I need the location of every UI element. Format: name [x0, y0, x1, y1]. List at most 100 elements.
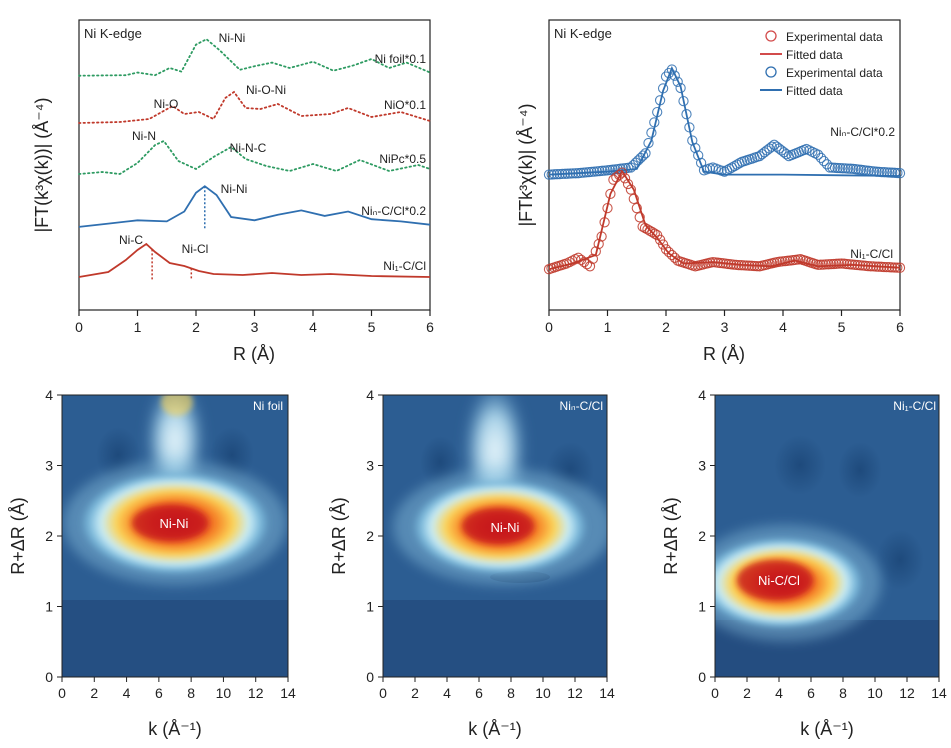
panel-a-series-line: [78, 242, 431, 278]
panel-b-experimental-point: [824, 162, 835, 173]
x-tick-label: 14: [280, 685, 296, 701]
panel-b-experimental-point: [666, 64, 678, 75]
panel-a-y-label: |FT(k³χ(k))| (Å⁻⁴): [32, 98, 52, 233]
legend-label: Experimental data: [786, 30, 883, 44]
panel-b-fitted-line: [548, 169, 901, 271]
panel-a-series-label: Ni foil*0.1: [375, 52, 427, 66]
panel-a-annotation: Ni-O-Ni: [246, 83, 286, 97]
y-tick-label: 4: [45, 387, 53, 403]
x-tick-label: 1: [134, 319, 142, 335]
panel-b-experimental-point: [590, 246, 601, 257]
legend-label: Experimental data: [786, 66, 883, 80]
x-tick-label: 6: [155, 685, 163, 701]
panel-b-experimental-point: [837, 163, 848, 174]
x-tick-label: 12: [248, 685, 264, 701]
x-tick-label: 0: [58, 685, 66, 701]
x-tick-label: 0: [75, 319, 83, 335]
x-tick-label: 4: [443, 685, 451, 701]
panel-e-y-label: R+ΔR (Å): [661, 497, 681, 575]
panel-b-experimental-point: [876, 166, 887, 178]
y-tick-label: 2: [698, 528, 706, 544]
panel-b-experimental-point: [581, 259, 593, 270]
panel-b-y-label: |FTk³χ(k)| (Å⁻⁴): [516, 103, 536, 226]
panel-b-experimental-point: [881, 167, 893, 178]
panel-d-title: Niₙ-C/Cl: [560, 399, 603, 413]
panel-a-annotation: Ni-N-C: [230, 141, 267, 155]
x-tick-label: 10: [216, 685, 232, 701]
y-tick-label: 3: [366, 458, 374, 474]
y-tick-label: 1: [698, 599, 706, 615]
y-tick-label: 1: [45, 599, 53, 615]
panel-d-y-label: R+ΔR (Å): [329, 497, 349, 575]
x-tick-label: 2: [411, 685, 419, 701]
panel-a-title: Ni K-edge: [84, 26, 142, 41]
panel-b-experimental-point: [690, 142, 701, 154]
x-tick-label: 8: [839, 685, 847, 701]
panel-c-peak-label: Ni-Ni: [160, 516, 189, 531]
panel-b-legend: Experimental data Fitted data Experiment…: [760, 30, 883, 98]
panel-b-experimental-point: [663, 246, 675, 258]
panel-b-series-group: [543, 64, 906, 275]
x-tick-label: 3: [721, 319, 729, 335]
x-tick-label: 2: [192, 319, 200, 335]
panel-b-series-label: Ni₁-C/Cl: [850, 247, 893, 261]
x-tick-label: 8: [187, 685, 195, 701]
y-tick-label: 2: [45, 528, 53, 544]
panel-b-x-label: R (Å): [703, 344, 745, 364]
panel-a-series-label: NiO*0.1: [384, 98, 426, 112]
panel-a-x-axis: 0 1 2 3 4 5 6: [75, 310, 434, 335]
y-tick-label: 0: [45, 669, 53, 685]
panel-b-experimental-point: [729, 160, 740, 172]
panel-a-annotation: Ni-N: [132, 129, 156, 143]
panel-b-experimental-point: [820, 259, 832, 270]
y-tick-label: 4: [698, 387, 706, 403]
panel-a-x-label: R (Å): [233, 344, 275, 364]
x-tick-label: 5: [368, 319, 376, 335]
panel-b-title: Ni K-edge: [554, 26, 612, 41]
panel-a-series-label: Niₙ-C/Cl*0.2: [361, 204, 426, 218]
panel-c-x-label: k (Å⁻¹): [148, 719, 202, 739]
x-tick-label: 14: [931, 685, 947, 701]
legend-label: Fitted data: [786, 84, 843, 98]
panel-a-series-line: [78, 90, 431, 124]
panel-b-experimental-point: [631, 202, 642, 214]
x-tick-label: 6: [807, 685, 815, 701]
y-tick-label: 2: [366, 528, 374, 544]
x-tick-label: 0: [545, 319, 553, 335]
x-tick-label: 0: [379, 685, 387, 701]
panel-c-title: Ni foil: [253, 399, 283, 413]
panel-e-title: Ni₁-C/Cl: [893, 399, 936, 413]
x-tick-label: 14: [599, 685, 615, 701]
x-tick-label: 3: [251, 319, 259, 335]
panel-b-experimental-point: [640, 148, 651, 159]
y-tick-label: 1: [366, 599, 374, 615]
y-tick-label: 0: [698, 669, 706, 685]
panel-b-experimental-point: [815, 259, 826, 270]
panel-b-experimental-point: [660, 244, 672, 255]
y-tick-label: 3: [45, 458, 53, 474]
panel-b-experimental-point: [726, 162, 738, 173]
panel-b-experimental-point: [836, 258, 847, 269]
x-tick-label: 4: [309, 319, 317, 335]
y-tick-label: 3: [698, 458, 706, 474]
x-tick-label: 8: [507, 685, 515, 701]
panel-e-x-label: k (Å⁻¹): [800, 719, 854, 739]
x-tick-label: 6: [475, 685, 483, 701]
panel-b-experimental-point: [724, 163, 735, 175]
panel-b-x-axis: 0 1 2 3 4 5 6: [545, 310, 904, 335]
panel-a-annotation: Ni-C: [119, 233, 143, 247]
y-tick-label: 0: [366, 669, 374, 685]
panel-b-experimental-point: [818, 155, 830, 167]
panel-b-experimental-point: [693, 150, 704, 161]
panel-b-experimental-point: [587, 253, 599, 265]
panel-b-experimental-point: [825, 258, 837, 270]
x-tick-label: 12: [899, 685, 915, 701]
x-tick-label: 10: [535, 685, 551, 701]
panel-b-experimental-point: [666, 249, 678, 261]
x-tick-label: 1: [604, 319, 612, 335]
x-tick-label: 2: [90, 685, 98, 701]
